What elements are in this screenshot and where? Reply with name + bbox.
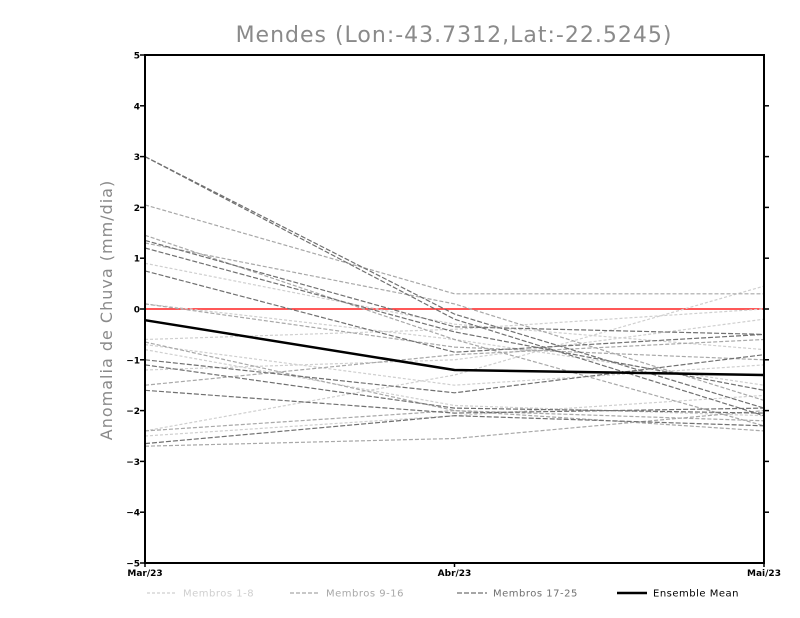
member-line-13 bbox=[144, 338, 765, 386]
member-line-22 bbox=[144, 354, 765, 394]
member-line-19 bbox=[144, 239, 765, 335]
legend: Membros 1-8 Membros 9-16 Membros 17-25 Ense… bbox=[147, 589, 739, 600]
y-tick-label: −4 bbox=[126, 509, 140, 519]
member-line-17 bbox=[144, 156, 765, 409]
y-tick-label: 0 bbox=[134, 306, 140, 316]
legend-label-4: Ensemble Mean bbox=[653, 589, 739, 600]
ensemble-mean-layer bbox=[144, 318, 765, 377]
member-line-16 bbox=[144, 242, 765, 401]
y-tick-label: 2 bbox=[134, 204, 140, 214]
y-tick-label: 5 bbox=[134, 52, 140, 62]
chart-title: Mendes (Lon:-43.7312,Lat:-22.5245) bbox=[236, 23, 673, 48]
member-line-20 bbox=[144, 247, 765, 391]
member-line-25 bbox=[144, 364, 765, 414]
axes: −5 −4 −3 −2 −1 0 1 2 3 4 5 Mar/23 Abr/23 Mai/23 bbox=[126, 52, 781, 580]
member-line-18 bbox=[144, 156, 765, 417]
member-line-10 bbox=[144, 234, 765, 427]
y-tick-label: −3 bbox=[126, 458, 140, 468]
legend-label-3: Membros 17-25 bbox=[493, 589, 578, 600]
member-line-1 bbox=[144, 308, 765, 341]
member-line-23 bbox=[144, 389, 765, 414]
member-line-6 bbox=[144, 349, 765, 417]
member-line-11 bbox=[144, 303, 765, 361]
series-lines bbox=[144, 156, 765, 447]
y-tick-label: 4 bbox=[134, 102, 140, 112]
y-tick-label: −5 bbox=[126, 560, 140, 570]
y-tick-label: 1 bbox=[134, 255, 140, 265]
member-line-3 bbox=[144, 262, 765, 351]
x-tick-label: Abr/23 bbox=[438, 569, 472, 579]
member-line-24 bbox=[144, 415, 765, 445]
member-line-14 bbox=[144, 409, 765, 432]
legend-label-1: Membros 1-8 bbox=[183, 589, 254, 600]
member-line-12 bbox=[144, 410, 765, 447]
y-tick-label: −2 bbox=[126, 407, 140, 417]
x-tick-label: Mai/23 bbox=[747, 569, 781, 579]
ensemble-mean-line bbox=[144, 318, 765, 377]
y-tick-label: 3 bbox=[134, 153, 140, 163]
member-line-15 bbox=[144, 341, 765, 422]
legend-label-2: Membros 9-16 bbox=[326, 589, 404, 600]
y-axis-label: Anomalia de Chuva (mm/dia) bbox=[97, 180, 116, 440]
member-line-9 bbox=[144, 204, 764, 295]
member-line-4 bbox=[144, 344, 765, 386]
member-line-5 bbox=[144, 318, 765, 371]
y-tick-label: −1 bbox=[126, 356, 140, 366]
member-line-21 bbox=[144, 270, 765, 353]
x-tick-label: Mar/23 bbox=[127, 569, 162, 579]
